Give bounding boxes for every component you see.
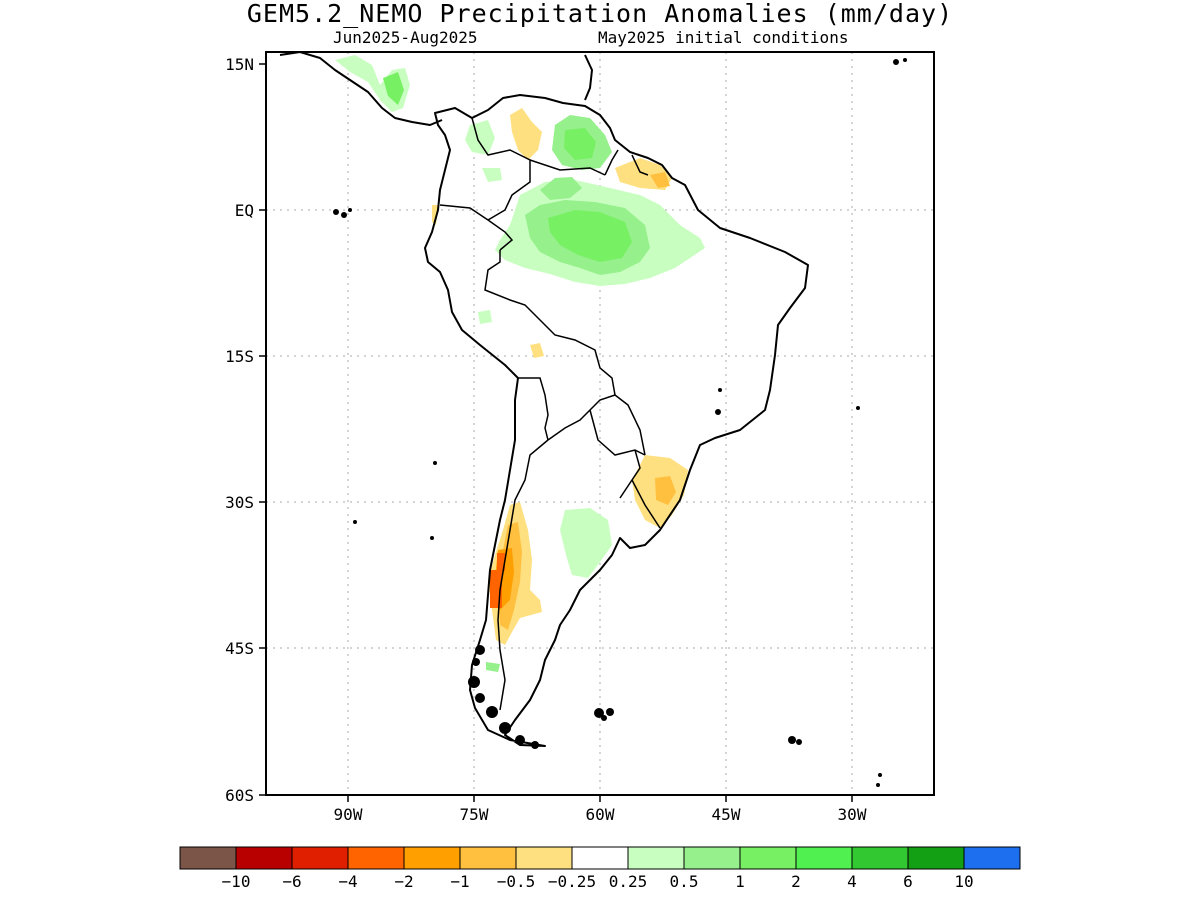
colorbar-swatch xyxy=(683,846,741,870)
lat-label-15n: 15N xyxy=(225,55,254,74)
colorbar-label: 2 xyxy=(791,872,801,891)
forecast-period: Jun2025-Aug2025 xyxy=(333,28,478,47)
colorbar-label: 6 xyxy=(903,872,913,891)
map-title: GEM5.2_NEMO Precipitation Anomalies (mm/… xyxy=(246,0,954,28)
lon-label-75w: 75W xyxy=(460,805,489,824)
wet-anomaly-argentina xyxy=(560,508,612,578)
lat-label-eq: EQ xyxy=(235,201,254,220)
initial-conditions: May2025 initial conditions xyxy=(598,28,849,47)
grid-lines xyxy=(266,52,934,795)
colorbar-swatch xyxy=(291,846,349,870)
country-borders xyxy=(439,117,661,711)
colorbar-label: −1 xyxy=(450,872,469,891)
wet-anomaly-amazon xyxy=(495,177,705,286)
colorbar-swatch xyxy=(235,846,293,870)
dry-anomaly-venezuela xyxy=(432,108,672,358)
colorbar-swatch xyxy=(963,846,1021,870)
lon-label-45w: 45W xyxy=(712,805,741,824)
wet-anomaly-central-america xyxy=(335,55,502,324)
wet-anomaly-guiana xyxy=(552,115,612,170)
lat-label-15s: 15S xyxy=(225,347,254,366)
colorbar-swatch xyxy=(515,846,573,870)
colorbar-label: 0.5 xyxy=(670,872,699,891)
lat-label-60s: 60S xyxy=(225,786,254,805)
axis-ticks xyxy=(259,63,853,802)
colorbar-swatch xyxy=(851,846,909,870)
dry-anomaly-south-brazil xyxy=(632,455,688,528)
dry-anomaly-andes xyxy=(486,502,542,672)
lon-label-90w: 90W xyxy=(334,805,363,824)
colorbar-swatch xyxy=(627,846,685,870)
colorbar-label: −4 xyxy=(338,872,357,891)
coastline-south-america xyxy=(279,52,809,747)
lon-label-30w: 30W xyxy=(838,805,867,824)
colorbar-swatch xyxy=(571,846,629,870)
colorbar-label: −6 xyxy=(282,872,301,891)
colorbar: −10 −6 −4 −2 −1 −0.5 −0.25 0.25 0.5 1 2 4 6 10 xyxy=(179,846,1021,891)
colorbar-label: 10 xyxy=(954,872,973,891)
colorbar-swatch xyxy=(347,846,405,870)
colorbar-swatch xyxy=(403,846,461,870)
colorbar-swatch xyxy=(795,846,853,870)
islands xyxy=(333,58,907,787)
colorbar-swatch xyxy=(179,846,237,870)
lon-label-60w: 60W xyxy=(586,805,615,824)
colorbar-label: −0.5 xyxy=(497,872,536,891)
colorbar-swatch xyxy=(459,846,517,870)
colorbar-swatch xyxy=(739,846,797,870)
colorbar-label: 0.25 xyxy=(609,872,648,891)
colorbar-label: 1 xyxy=(735,872,745,891)
colorbar-label: 4 xyxy=(847,872,857,891)
lat-label-45s: 45S xyxy=(225,639,254,658)
colorbar-label: −0.25 xyxy=(548,872,596,891)
lat-label-30s: 30S xyxy=(225,493,254,512)
colorbar-label: −2 xyxy=(394,872,413,891)
colorbar-label: −10 xyxy=(222,872,251,891)
colorbar-swatch xyxy=(907,846,965,870)
